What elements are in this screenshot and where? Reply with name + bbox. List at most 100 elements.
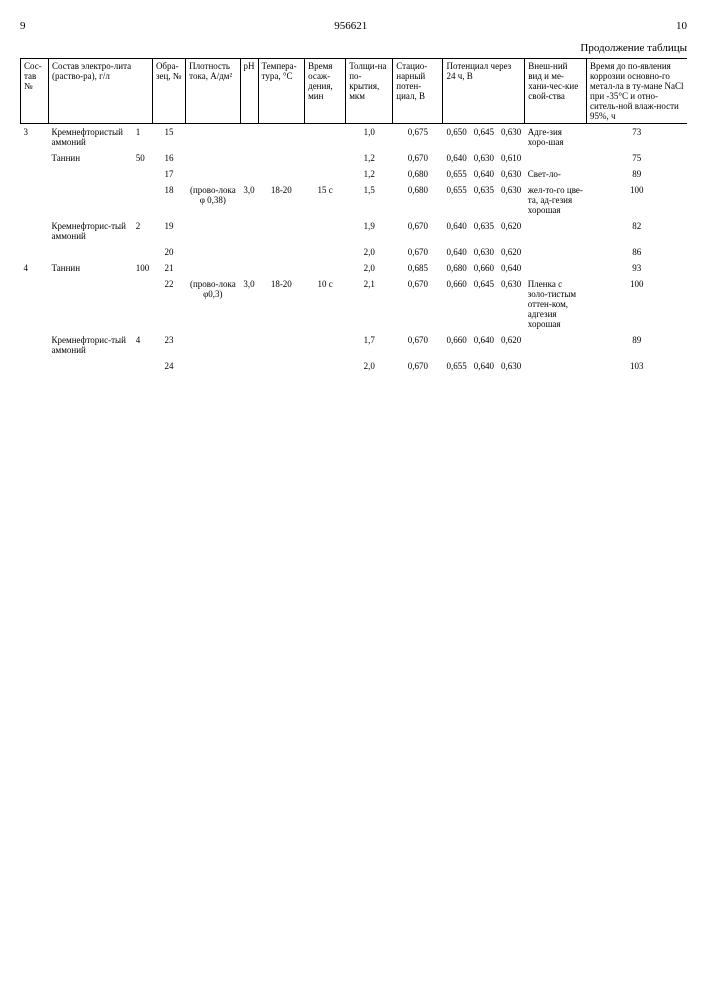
- cell-stat: 0,670: [393, 244, 443, 260]
- cell-corr: 86: [587, 244, 687, 260]
- cell-thick: 1,7: [346, 332, 393, 358]
- col-sostav-no: Сос-тав №: [21, 59, 49, 124]
- cell-sostav: [49, 182, 133, 218]
- cell-time: [305, 124, 346, 151]
- cell-appear: [525, 244, 587, 260]
- cell-obr: 20: [152, 244, 185, 260]
- table-row: 171,20,6800,6550,6400,630Свет-ло-89: [21, 166, 688, 182]
- cell-stat: 0,670: [393, 358, 443, 374]
- cell-p2: 0,640: [470, 332, 497, 358]
- cell-sostav-no: [21, 182, 49, 218]
- cell-sostav: Кремнефторис-тый аммоний: [49, 332, 133, 358]
- table-body: 3Кремнефтористый аммоний1151,00,6750,650…: [21, 124, 688, 375]
- patent-number: 956621: [334, 20, 367, 32]
- cell-ph: [240, 244, 258, 260]
- cell-plot: (прово-лока φ0,3): [186, 276, 240, 332]
- cell-sostav-no: [21, 166, 49, 182]
- cell-p1: 0,640: [443, 244, 470, 260]
- cell-obr: 18: [152, 182, 185, 218]
- cell-obr: 19: [152, 218, 185, 244]
- cell-stat: 0,680: [393, 166, 443, 182]
- cell-appear: Адге-зия хоро-шая: [525, 124, 587, 151]
- cell-sostav-no: 4: [21, 260, 49, 276]
- cell-sostav-no: [21, 244, 49, 260]
- cell-obr: 16: [152, 150, 185, 166]
- cell-sostav-no: 3: [21, 124, 49, 151]
- table-row: 22(прово-лока φ0,3)3,018-2010 с2,10,6700…: [21, 276, 688, 332]
- cell-plot: [186, 260, 240, 276]
- col-temp: Темпера-тура, °C: [258, 59, 305, 124]
- table-row: 242,00,6700,6550,6400,630103: [21, 358, 688, 374]
- cell-thick: 2,1: [346, 276, 393, 332]
- cell-sostav-amt: [133, 358, 153, 374]
- cell-appear: [525, 218, 587, 244]
- cell-p2: 0,630: [470, 244, 497, 260]
- cell-temp: 18-20: [258, 182, 305, 218]
- cell-time: [305, 332, 346, 358]
- cell-ph: [240, 166, 258, 182]
- col-ph: pH: [240, 59, 258, 124]
- cell-time: [305, 244, 346, 260]
- cell-thick: 1,2: [346, 166, 393, 182]
- cell-ph: 3,0: [240, 276, 258, 332]
- cell-sostav-no: [21, 150, 49, 166]
- cell-time: 15 с: [305, 182, 346, 218]
- cell-sostav-amt: [133, 244, 153, 260]
- cell-p2: 0,645: [470, 276, 497, 332]
- cell-stat: 0,670: [393, 218, 443, 244]
- data-table: Сос-тав № Состав электро-лита (раство-ра…: [20, 58, 687, 374]
- cell-sostav-amt: [133, 276, 153, 332]
- cell-corr: 103: [587, 358, 687, 374]
- cell-sostav-amt: 2: [133, 218, 153, 244]
- cell-appear: Пленка с золо-тистым оттен-ком, адгезия …: [525, 276, 587, 332]
- cell-temp: 18-20: [258, 276, 305, 332]
- cell-temp: [258, 332, 305, 358]
- table-row: 4Таннин100212,00,6850,6800,6600,64093: [21, 260, 688, 276]
- table-row: Кремнефторис-тый аммоний2191,90,6700,640…: [21, 218, 688, 244]
- cell-temp: [258, 358, 305, 374]
- cell-ph: [240, 124, 258, 151]
- cell-corr: 93: [587, 260, 687, 276]
- cell-sostav: [49, 244, 133, 260]
- cell-ph: [240, 150, 258, 166]
- col-pot24: Потенциал через 24 ч, В: [443, 59, 525, 124]
- cell-p1: 0,680: [443, 260, 470, 276]
- cell-obr: 17: [152, 166, 185, 182]
- cell-thick: 2,0: [346, 260, 393, 276]
- cell-time: [305, 218, 346, 244]
- cell-obr: 22: [152, 276, 185, 332]
- cell-plot: [186, 218, 240, 244]
- table-row: 18(прово-лока φ 0,38)3,018-2015 с1,50,68…: [21, 182, 688, 218]
- cell-corr: 73: [587, 124, 687, 151]
- cell-plot: [186, 166, 240, 182]
- col-thick: Толщи-на по-крытия, мкм: [346, 59, 393, 124]
- cell-appear: [525, 358, 587, 374]
- cell-time: [305, 358, 346, 374]
- cell-temp: [258, 150, 305, 166]
- cell-time: [305, 150, 346, 166]
- cell-sostav: Кремнефтористый аммоний: [49, 124, 133, 151]
- cell-p3: 0,620: [498, 218, 525, 244]
- cell-sostav-no: [21, 332, 49, 358]
- cell-corr: 100: [587, 182, 687, 218]
- cell-thick: 1,5: [346, 182, 393, 218]
- cell-thick: 2,0: [346, 358, 393, 374]
- cell-p3: 0,630: [498, 276, 525, 332]
- col-stat: Стацио-нарный потен-циал, В: [393, 59, 443, 124]
- cell-plot: [186, 150, 240, 166]
- cell-p2: 0,645: [470, 124, 497, 151]
- cell-p2: 0,630: [470, 150, 497, 166]
- cell-appear: [525, 150, 587, 166]
- cell-sostav-amt: 4: [133, 332, 153, 358]
- cell-time: [305, 166, 346, 182]
- cell-stat: 0,685: [393, 260, 443, 276]
- cell-p1: 0,640: [443, 218, 470, 244]
- cell-thick: 2,0: [346, 244, 393, 260]
- cell-thick: 1,0: [346, 124, 393, 151]
- table-continuation-label: Продолжение таблицы: [20, 42, 687, 54]
- cell-p3: 0,630: [498, 166, 525, 182]
- cell-sostav: [49, 166, 133, 182]
- cell-sostav-amt: 50: [133, 150, 153, 166]
- cell-corr: 89: [587, 332, 687, 358]
- cell-corr: 100: [587, 276, 687, 332]
